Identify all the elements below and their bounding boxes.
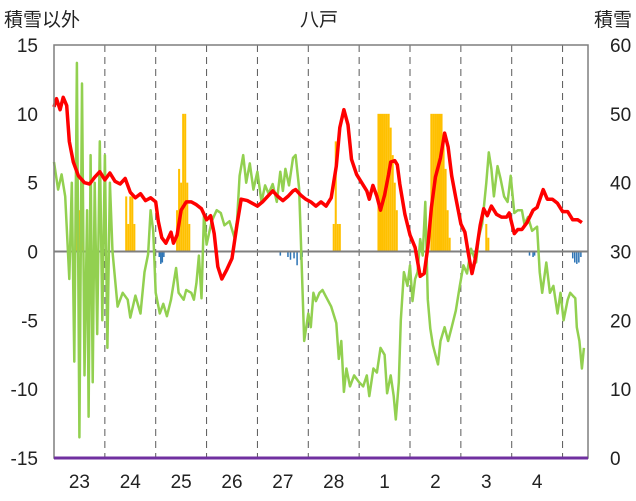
precip-bars	[158, 251, 582, 266]
snowfall-bar	[131, 196, 134, 252]
snowfall-bar	[442, 141, 445, 252]
snowfall-bar	[133, 223, 136, 252]
precip-bar	[287, 251, 289, 258]
series-lines	[52, 61, 586, 439]
right-y-tick-label: 50	[610, 105, 631, 126]
left-axis-label: 積雪以外	[4, 9, 80, 31]
right-y-tick-label: 40	[610, 174, 631, 195]
snowfall-bar	[379, 113, 382, 252]
snowfall-bar	[383, 113, 386, 252]
precip-bar	[296, 251, 298, 266]
right-axis-label: 積雪	[594, 9, 632, 31]
right-y-tick-label: 10	[610, 380, 631, 401]
snowfall-bar	[188, 223, 191, 252]
x-day-label: 3	[481, 472, 492, 493]
precip-bar	[279, 251, 282, 256]
left-y-ticks: 15 10 5 0 -5 -10 -15	[11, 36, 38, 470]
left-y-tick-label: 5	[27, 174, 38, 195]
left-y-tick-label: -5	[21, 311, 38, 332]
snowfall-bar	[178, 168, 181, 252]
snowfall-bar	[129, 196, 132, 252]
precip-bar	[293, 251, 295, 259]
left-y-tick-label: -10	[11, 380, 38, 401]
precip-bar	[533, 251, 536, 256]
snowfall-bar	[377, 113, 380, 252]
snowfall-bar	[381, 113, 384, 252]
x-day-label: 27	[272, 472, 293, 493]
precip-bar	[528, 251, 531, 256]
right-y-tick-label: 20	[610, 311, 631, 332]
precip-bar	[160, 251, 162, 264]
precip-bar	[576, 251, 578, 264]
snowfall-bar	[332, 223, 335, 252]
snowfall-bar	[334, 141, 337, 252]
snowfall-bar	[391, 155, 394, 252]
x-day-label: 23	[69, 472, 90, 493]
precip-bar	[571, 251, 574, 259]
x-day-label: 1	[379, 472, 390, 493]
left-y-tick-label: 10	[17, 105, 38, 126]
chart-title: 八戸	[300, 9, 338, 31]
snowfall-bar	[186, 182, 189, 252]
snowfall-bar	[487, 237, 490, 252]
temperature-line	[52, 95, 583, 281]
snowfall-bar	[393, 182, 396, 252]
x-day-label: 25	[171, 472, 192, 493]
precip-bar	[532, 251, 534, 258]
snowfall-bar	[440, 113, 443, 252]
snowfall-bar	[338, 223, 341, 252]
snowfall-bar	[78, 210, 81, 252]
x-day-label: 26	[221, 472, 242, 493]
precip-bar	[289, 251, 292, 260]
precip-bar	[158, 251, 161, 258]
snowfall-bar	[125, 196, 128, 252]
precip-bar	[161, 251, 164, 263]
snowfall-bar	[438, 113, 441, 252]
snowfall-bar	[395, 210, 398, 252]
precip-bar	[578, 251, 580, 263]
x-day-ticks: 23 24 25 26 27 28 1 2 3 4	[69, 472, 543, 493]
x-day-label: 28	[323, 472, 344, 493]
snowfall-bar	[448, 237, 451, 252]
right-y-tick-label: 0	[610, 449, 621, 470]
snowfall-bar	[436, 113, 439, 252]
green-series-line	[52, 61, 586, 439]
right-y-ticks: 60 50 40 30 20 10 0	[610, 36, 631, 470]
snowfall-bar	[127, 223, 130, 252]
right-y-tick-label: 30	[610, 243, 631, 264]
snowfall-bar	[446, 210, 449, 252]
snowfall-bar	[444, 168, 447, 252]
x-day-label: 24	[120, 472, 142, 493]
snowfall-bar	[182, 113, 185, 252]
right-y-tick-label: 60	[610, 36, 631, 57]
x-day-label: 2	[430, 472, 441, 493]
x-day-label: 4	[532, 472, 543, 493]
left-y-tick-label: 15	[17, 36, 38, 57]
snowfall-bar	[389, 127, 392, 252]
left-y-tick-label: -15	[11, 449, 38, 470]
precip-bar	[580, 251, 582, 258]
snowfall-bar	[336, 223, 339, 252]
snowfall-bar	[485, 223, 488, 252]
snowfall-bar	[184, 113, 187, 252]
precip-bar	[163, 251, 165, 258]
left-y-tick-label: 0	[27, 243, 38, 264]
snowfall-bar	[430, 113, 433, 252]
precip-bar	[574, 251, 576, 263]
